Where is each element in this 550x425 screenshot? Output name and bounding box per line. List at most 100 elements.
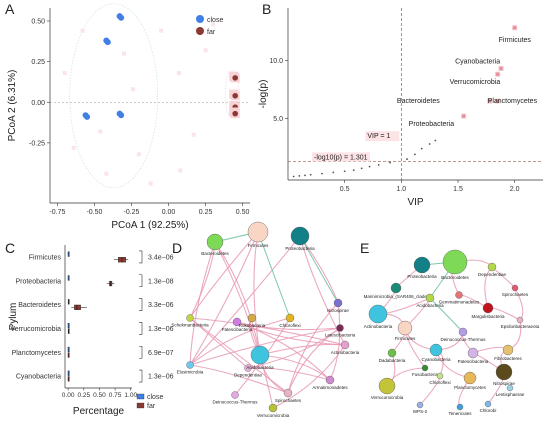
box-category-label: Verrucomicrobia [10,326,61,333]
vip-x-axis-title: VIP [407,197,423,208]
panel-label-B: B [262,1,271,17]
network-e-node-marinimicrobia-sar406-clade- [390,282,402,294]
network-d-node-latescibacteria [336,324,344,332]
pcoa-x-axis-title: PCoA 1 (92.25%) [111,220,188,231]
pcoa-faded-point [122,51,127,56]
network-d-edge-positive [257,231,291,319]
pcoa-x-tick-label: -0.75 [49,209,65,216]
pcoa-legend-far-label: far [207,29,216,36]
network-d-node-label: Latescibacteria [325,333,356,338]
network-d-edge [253,231,261,356]
pvalue-threshold-label-box [312,152,370,162]
box-category-label: Cyanobacteria [16,374,61,381]
network-d-edge [189,235,301,366]
network-e-node-label: Cyanobacteria [421,357,451,362]
pcoa-faded-point [191,132,196,137]
network-d-node-label: Nitrospirae [327,308,349,313]
pcoa-y-tick-label: 0.25 [31,59,45,66]
pcoa-faded-point [71,145,76,150]
network-d-node-label: Elusimicrobia [177,370,204,375]
vip-point-minor [343,170,346,173]
vip-y-tick-label: 5.0 [273,116,283,123]
pcoa-x-tick-label: 0.25 [199,209,213,216]
pcoa-close-ellipse [69,3,159,189]
vip-point-verrucomicrobia [496,72,500,76]
vip-point-firmicutes [513,26,517,30]
network-e-node-dependentiae [487,262,497,272]
box-legend-close-label: close [147,394,163,401]
network-d-edge [189,231,259,319]
network-e-node-verrucomicrobia [378,377,396,395]
pcoa-faded-point [176,71,181,75]
network-d-node-label: Patescibacteria [222,327,253,332]
network-e-node-tenericutes [456,403,464,411]
network-e-node-proteobacteria [413,256,431,274]
panel-label-D: D [172,240,182,256]
network-e-node-label: Fibrobacteres [494,356,522,361]
pcoa-legend-far-swatch [196,27,204,35]
vip-x-tick-label: 2.0 [510,186,520,193]
network-e-node-label: Chloroflexi [429,380,450,385]
vip-y-tick-label: 10.0 [269,58,283,65]
box-pvalue-bracket [139,274,143,288]
pcoa-x-tick-label: 0.00 [162,209,176,216]
network-d-edge [214,241,261,356]
vip-x-tick-label: 1.5 [453,186,463,193]
vip-point-cyanobacteria [499,66,503,71]
network-e-node-gemmatimonadetes [455,291,463,299]
box-pvalue-label: 1.3e−06 [148,374,174,381]
box-x-tick-label: 0.75 [109,392,122,399]
network-d-node-patescibacteria [232,317,242,327]
pcoa-faded-point [98,129,103,134]
network-d-node-label: Acidobacteria [246,365,274,370]
network-d-edge [189,231,259,366]
network-d-node-label: Bacteroidetes [201,251,229,256]
pcoa-y-tick-label: 0.50 [31,19,45,26]
box-category-label: Proteobacteria [15,278,61,285]
panel-label-C: C [5,240,15,256]
network-e-node-planctomycetes [463,371,477,385]
pvalue-threshold-label: -log10(p) = 1.301 [314,154,368,161]
vip-point-bacteroidetes [488,99,492,103]
vip-point-minor [321,172,323,175]
network-e-node-firmicutes [397,320,413,336]
network-e-node-label: Dadabacteria [379,358,406,363]
pcoa-legend-close-swatch [196,15,204,23]
network-d-edge [272,344,346,409]
network-d-node-acidobacteria [250,345,270,365]
network-d-node-verrucomicrobia [268,403,278,413]
vip-threshold-label: VIP = 1 [367,133,390,140]
network-e-node-label: Firmicutes [395,336,417,341]
box-pvalue-label: 3.4e−06 [148,254,174,261]
pcoa-x-tick-label: 0.50 [236,209,250,216]
network-e-node-label: Acidobacteria [416,303,444,308]
network-e-node-label: Gemmatimonadetes [439,300,480,305]
network-e-node-bacteroidetes [442,249,468,275]
network-e-node-fusobacteria [421,364,429,372]
box-legend-far-swatch [136,402,145,409]
box-pvalue-bracket [139,345,143,359]
network-e-node-label: Spirochaetes [502,292,529,297]
network-e-node-label: Verrucomicrobia [371,395,404,400]
network-e-node-label: WPS-2 [413,409,428,414]
network-d-edge [189,241,216,366]
box-y-axis-title: Pylum [8,303,19,331]
vip-label-firmicutes: Firmicutes [499,37,532,44]
network-d-edge [214,241,274,409]
network-d-node-label: Firmicutes [248,243,270,248]
vip-point-minor [292,175,295,178]
network-d-node-rokubacteria [247,313,257,323]
box-x-tick-label: 1.00 [124,392,137,399]
pcoa-y-tick-label: -0.25 [29,140,45,147]
network-d-node-armatimonadetes [325,375,335,385]
network-d-edge [189,317,289,394]
vip-point-proteobacteria [462,114,466,118]
pcoa-y-tick-label: 0.00 [31,100,45,107]
vip-point-minor [377,163,380,166]
network-e-node-label: Fusobacteria [412,372,439,377]
network-e-node-label: Nitrospirae [493,381,515,386]
pcoa-point-far [232,75,238,81]
vip-point-minor [389,161,391,164]
pcoa-x-tick-label: -0.25 [123,209,139,216]
